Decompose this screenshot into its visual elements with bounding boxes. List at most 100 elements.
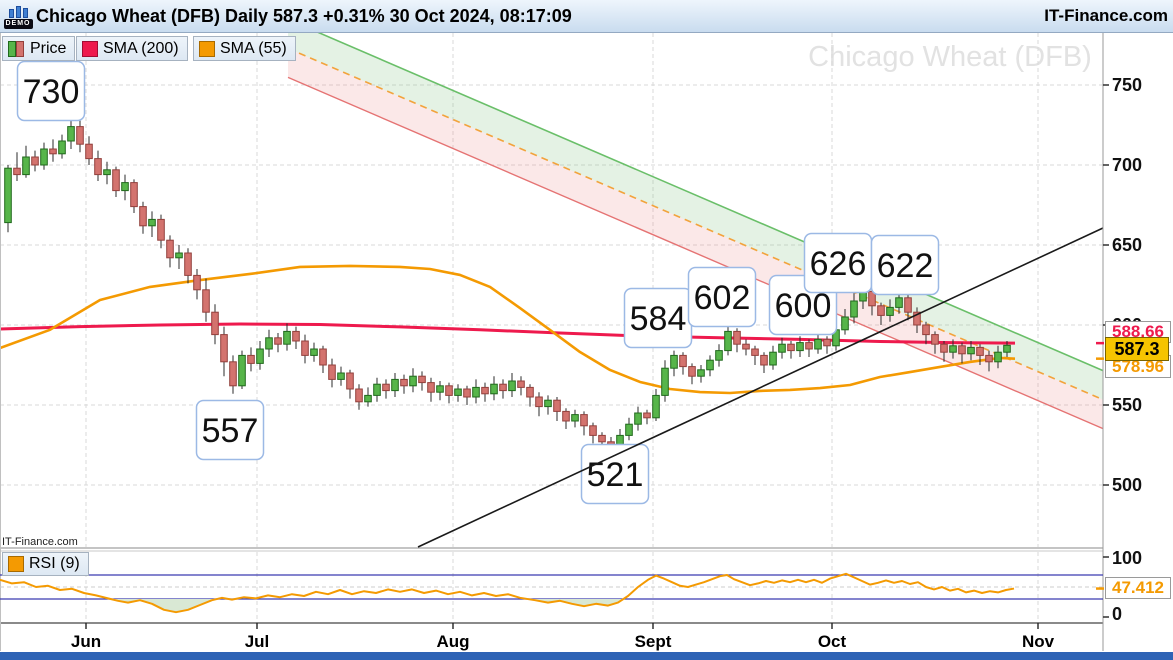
legend-sma55[interactable]: SMA (55)	[193, 36, 296, 61]
demo-logo: DEMO	[3, 2, 33, 29]
candle-body	[472, 386, 480, 398]
x-axis-month-label[interactable]: Aug	[436, 632, 469, 651]
candle-body	[760, 354, 768, 366]
candle-body	[463, 388, 471, 398]
sma200-swatch-icon	[82, 40, 98, 57]
candle-body	[931, 334, 939, 345]
candle-body	[58, 140, 66, 155]
callout-602[interactable]: 602	[687, 266, 757, 328]
channel-lower-line[interactable]	[287, 76, 1103, 430]
callout-label: 584	[630, 300, 687, 338]
candle-body	[841, 316, 849, 331]
candle-body	[328, 364, 336, 380]
legend-price[interactable]: Price	[2, 36, 76, 61]
callout-box[interactable]	[580, 443, 650, 505]
candle-body	[373, 383, 381, 396]
legend-sma200[interactable]: SMA (200)	[76, 36, 188, 61]
candle-body	[346, 372, 354, 390]
y-axis-label: 500	[1112, 475, 1142, 495]
sma55-line[interactable]	[0, 264, 1016, 395]
callout-box[interactable]	[16, 60, 86, 122]
rsi-line[interactable]	[0, 572, 1015, 614]
chart-title: Chicago Wheat (DFB) Daily 587.3 +0.31% 3…	[36, 6, 572, 26]
candle-body	[94, 158, 102, 176]
candle-body	[643, 412, 651, 419]
price-swatch-icon	[8, 40, 25, 57]
candle-body	[274, 337, 282, 345]
candle-body	[211, 311, 219, 336]
candle-body	[499, 383, 507, 392]
callout-626[interactable]: 626	[803, 232, 873, 294]
candle-body	[715, 350, 723, 361]
candle-body	[976, 346, 984, 356]
candle-body	[391, 378, 399, 392]
candle-body	[904, 297, 912, 313]
candle-body	[940, 343, 948, 353]
candle-body	[319, 348, 327, 366]
rsi-oversold-fill	[110, 599, 217, 613]
x-axis-month-label[interactable]: Nov	[1022, 632, 1055, 651]
candle-body	[526, 386, 534, 398]
candle-body	[724, 330, 732, 352]
candle-body	[994, 351, 1002, 363]
candle-body	[436, 385, 444, 393]
candle-body	[535, 396, 543, 408]
y-axis-label: 750	[1112, 75, 1142, 95]
brand-link[interactable]: IT-Finance.com	[1044, 6, 1168, 25]
candle-body	[409, 375, 417, 387]
candle-body	[256, 348, 264, 364]
candle-body	[400, 378, 408, 387]
candle-body	[130, 182, 138, 208]
rsi-axis-label: 0	[1112, 604, 1122, 624]
candle-body	[553, 399, 561, 412]
legend-sma55-label: SMA (55)	[220, 39, 287, 57]
candle-body	[661, 367, 669, 396]
candle-body	[229, 361, 237, 387]
sma200-line[interactable]	[0, 322, 1016, 345]
candle-body	[4, 167, 12, 224]
candle-body	[985, 354, 993, 363]
callout-730[interactable]: 730	[16, 60, 86, 122]
x-axis-month-label[interactable]: Jul	[245, 632, 270, 651]
callout-box[interactable]	[195, 399, 265, 461]
candle-body	[22, 156, 30, 176]
ascending-trendline[interactable]	[417, 227, 1104, 548]
candle-body	[490, 383, 498, 395]
candle-body	[1003, 344, 1011, 353]
candle-body	[427, 382, 435, 393]
callout-box[interactable]	[687, 266, 757, 328]
channel-upper-line[interactable]	[288, 19, 1103, 372]
price-panel	[0, 19, 1103, 452]
candle-body	[166, 239, 174, 259]
candle-body	[193, 274, 201, 291]
y-axis-label: 700	[1112, 155, 1142, 175]
candle-body	[301, 340, 309, 356]
callout-557[interactable]: 557	[195, 399, 265, 461]
candle-body	[337, 372, 345, 380]
candle-body	[697, 369, 705, 377]
callout-584[interactable]: 584	[623, 287, 693, 349]
candle-body	[40, 148, 48, 166]
candlestick-logo-icon	[8, 6, 28, 18]
x-axis-month-label[interactable]: Sept	[635, 632, 672, 651]
candle-body	[913, 311, 921, 326]
callout-label: 626	[810, 245, 867, 283]
callout-521[interactable]: 521	[580, 443, 650, 505]
candle-body	[220, 334, 228, 363]
candle-body	[580, 414, 588, 427]
candle-body	[121, 182, 129, 192]
candle-body	[454, 388, 462, 396]
x-axis-month-label[interactable]: Jun	[71, 632, 101, 651]
legend-rsi[interactable]: RSI (9)	[2, 552, 89, 576]
legend-rsi-label: RSI (9)	[29, 555, 80, 572]
candle-body	[742, 343, 750, 350]
callout-622[interactable]: 622	[870, 234, 940, 296]
candle-body	[481, 386, 489, 395]
x-axis-month-label[interactable]: Oct	[818, 632, 847, 651]
rsi-axis-label: 100	[1112, 548, 1142, 568]
callout-box[interactable]	[870, 234, 940, 296]
candle-body	[364, 394, 372, 403]
channel-mid-line[interactable]	[287, 47, 1103, 401]
candle-body	[625, 423, 633, 436]
